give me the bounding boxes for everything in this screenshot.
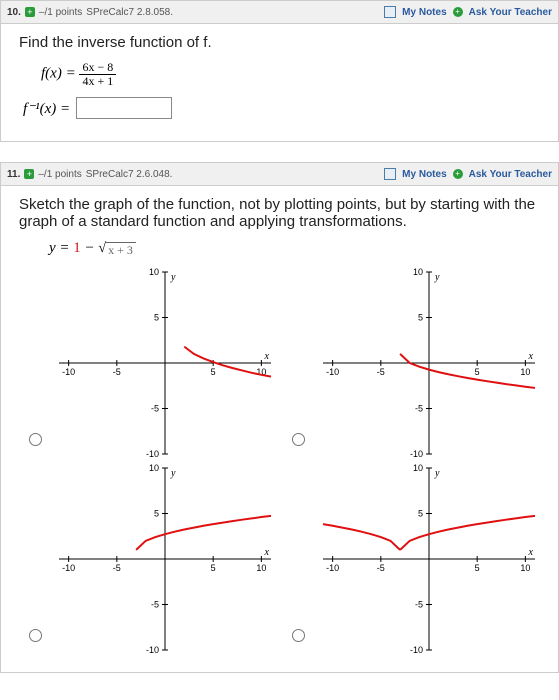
q10-answer-row: f⁻¹(x) = bbox=[23, 97, 540, 119]
q10-fx: f(x) = 6x − 8 4x + 1 bbox=[41, 61, 540, 87]
graph-option-radio-A bbox=[19, 268, 49, 458]
q10-fx-lhs: f(x) = bbox=[41, 66, 79, 82]
svg-text:x: x bbox=[527, 351, 533, 362]
svg-text:5: 5 bbox=[417, 509, 422, 519]
graph-A: -10-10-5-5551010xy bbox=[55, 268, 275, 458]
q11-header: 11. + –/1 points SPreCalc7 2.6.048. My N… bbox=[1, 163, 558, 186]
eq-sqrt: √x + 3 bbox=[98, 242, 135, 258]
svg-text:10: 10 bbox=[520, 563, 530, 573]
q11-eq: y = 1 − √x + 3 bbox=[49, 240, 540, 258]
svg-text:-5: -5 bbox=[414, 404, 422, 414]
svg-text:-10: -10 bbox=[409, 449, 422, 458]
graph-C: -10 -10 -5 -5 5 5 10 10 x y bbox=[55, 464, 275, 654]
svg-text:5: 5 bbox=[154, 509, 159, 519]
svg-text:y: y bbox=[434, 272, 440, 283]
svg-text:5: 5 bbox=[211, 367, 216, 377]
expand-icon[interactable]: + bbox=[25, 7, 35, 17]
svg-text:y: y bbox=[170, 272, 176, 283]
graph-option-radio-C bbox=[19, 464, 49, 654]
svg-text:y: y bbox=[170, 468, 176, 479]
notes-icon[interactable] bbox=[384, 168, 396, 180]
svg-text:-10: -10 bbox=[326, 563, 339, 573]
q10-frac-num: 6x − 8 bbox=[79, 61, 116, 75]
q10-header: 10. + –/1 points SPreCalc7 2.8.058. My N… bbox=[1, 1, 558, 24]
question-11: 11. + –/1 points SPreCalc7 2.6.048. My N… bbox=[0, 162, 559, 673]
notes-icon[interactable] bbox=[384, 6, 396, 18]
svg-text:5: 5 bbox=[417, 313, 422, 323]
eq-mid: − bbox=[81, 240, 99, 256]
expand-icon[interactable]: + bbox=[24, 169, 34, 179]
svg-text:10: 10 bbox=[520, 367, 530, 377]
ask-teacher-link[interactable]: Ask Your Teacher bbox=[469, 169, 552, 180]
svg-text:-10: -10 bbox=[409, 645, 422, 654]
svg-text:5: 5 bbox=[474, 367, 479, 377]
svg-text:y: y bbox=[434, 468, 440, 479]
q10-fraction: 6x − 8 4x + 1 bbox=[79, 61, 116, 87]
svg-text:10: 10 bbox=[256, 563, 266, 573]
svg-text:5: 5 bbox=[211, 563, 216, 573]
graph-cell-D: -10 -10 -5 -5 5 5 10 10 x y bbox=[319, 464, 541, 654]
ask-icon[interactable]: + bbox=[453, 7, 463, 17]
ask-teacher-link[interactable]: Ask Your Teacher bbox=[469, 7, 552, 18]
q11-source: SPreCalc7 2.6.048. bbox=[86, 169, 173, 180]
eq-one: 1 bbox=[73, 240, 81, 256]
graph-cell-B: -10 -10 -5 -5 5 5 10 10 x y bbox=[319, 268, 541, 458]
radio-C[interactable] bbox=[29, 629, 42, 642]
svg-text:-10: -10 bbox=[146, 449, 159, 458]
eq-sqrt-body: x + 3 bbox=[105, 242, 136, 258]
svg-text:10: 10 bbox=[149, 268, 159, 277]
svg-text:-5: -5 bbox=[414, 600, 422, 610]
question-10: 10. + –/1 points SPreCalc7 2.8.058. My N… bbox=[0, 0, 559, 142]
svg-text:-5: -5 bbox=[113, 563, 121, 573]
q11-number: 11. bbox=[7, 169, 20, 180]
svg-text:5: 5 bbox=[474, 563, 479, 573]
ask-icon[interactable]: + bbox=[453, 169, 463, 179]
graph-cell-A: -10-10-5-5551010xy bbox=[55, 268, 277, 458]
radio-B[interactable] bbox=[292, 433, 305, 446]
svg-text:x: x bbox=[264, 547, 270, 558]
graph-options-grid: -10-10-5-5551010xy-10-10-5-5551010xy-10-… bbox=[19, 268, 540, 654]
radio-A[interactable] bbox=[29, 433, 42, 446]
q10-finv-lhs: f⁻¹(x) = bbox=[23, 99, 70, 118]
radio-D[interactable] bbox=[292, 629, 305, 642]
svg-text:-5: -5 bbox=[376, 563, 384, 573]
graph-option-radio-B bbox=[283, 268, 313, 458]
svg-text:-5: -5 bbox=[151, 600, 159, 610]
q11-prompt: Sketch the graph of the function, not by… bbox=[19, 196, 540, 230]
q10-prompt: Find the inverse function of f. bbox=[19, 34, 540, 51]
svg-text:x: x bbox=[264, 351, 270, 362]
svg-text:x: x bbox=[527, 547, 533, 558]
q10-source: SPreCalc7 2.8.058. bbox=[86, 7, 173, 18]
svg-text:-10: -10 bbox=[326, 367, 339, 377]
svg-text:10: 10 bbox=[412, 464, 422, 473]
svg-text:10: 10 bbox=[412, 268, 422, 277]
graph-D: -10 -10 -5 -5 5 5 10 10 x y bbox=[319, 464, 539, 654]
svg-text:-5: -5 bbox=[376, 367, 384, 377]
q10-number: 10. bbox=[7, 7, 21, 18]
graph-cell-C: -10 -10 -5 -5 5 5 10 10 x y bbox=[55, 464, 277, 654]
q10-frac-den: 4x + 1 bbox=[79, 75, 116, 88]
svg-text:5: 5 bbox=[154, 313, 159, 323]
q10-answer-input[interactable] bbox=[76, 97, 172, 119]
svg-text:10: 10 bbox=[149, 464, 159, 473]
svg-text:-5: -5 bbox=[113, 367, 121, 377]
svg-text:-10: -10 bbox=[62, 563, 75, 573]
q10-points: –/1 points bbox=[39, 7, 82, 18]
eq-lhs: y = bbox=[49, 240, 73, 256]
svg-text:-5: -5 bbox=[151, 404, 159, 414]
q11-points: –/1 points bbox=[38, 169, 81, 180]
my-notes-link[interactable]: My Notes bbox=[402, 169, 446, 180]
svg-text:-10: -10 bbox=[62, 367, 75, 377]
svg-text:-10: -10 bbox=[146, 645, 159, 654]
my-notes-link[interactable]: My Notes bbox=[402, 7, 446, 18]
graph-option-radio-D bbox=[283, 464, 313, 654]
graph-B: -10 -10 -5 -5 5 5 10 10 x y bbox=[319, 268, 539, 458]
